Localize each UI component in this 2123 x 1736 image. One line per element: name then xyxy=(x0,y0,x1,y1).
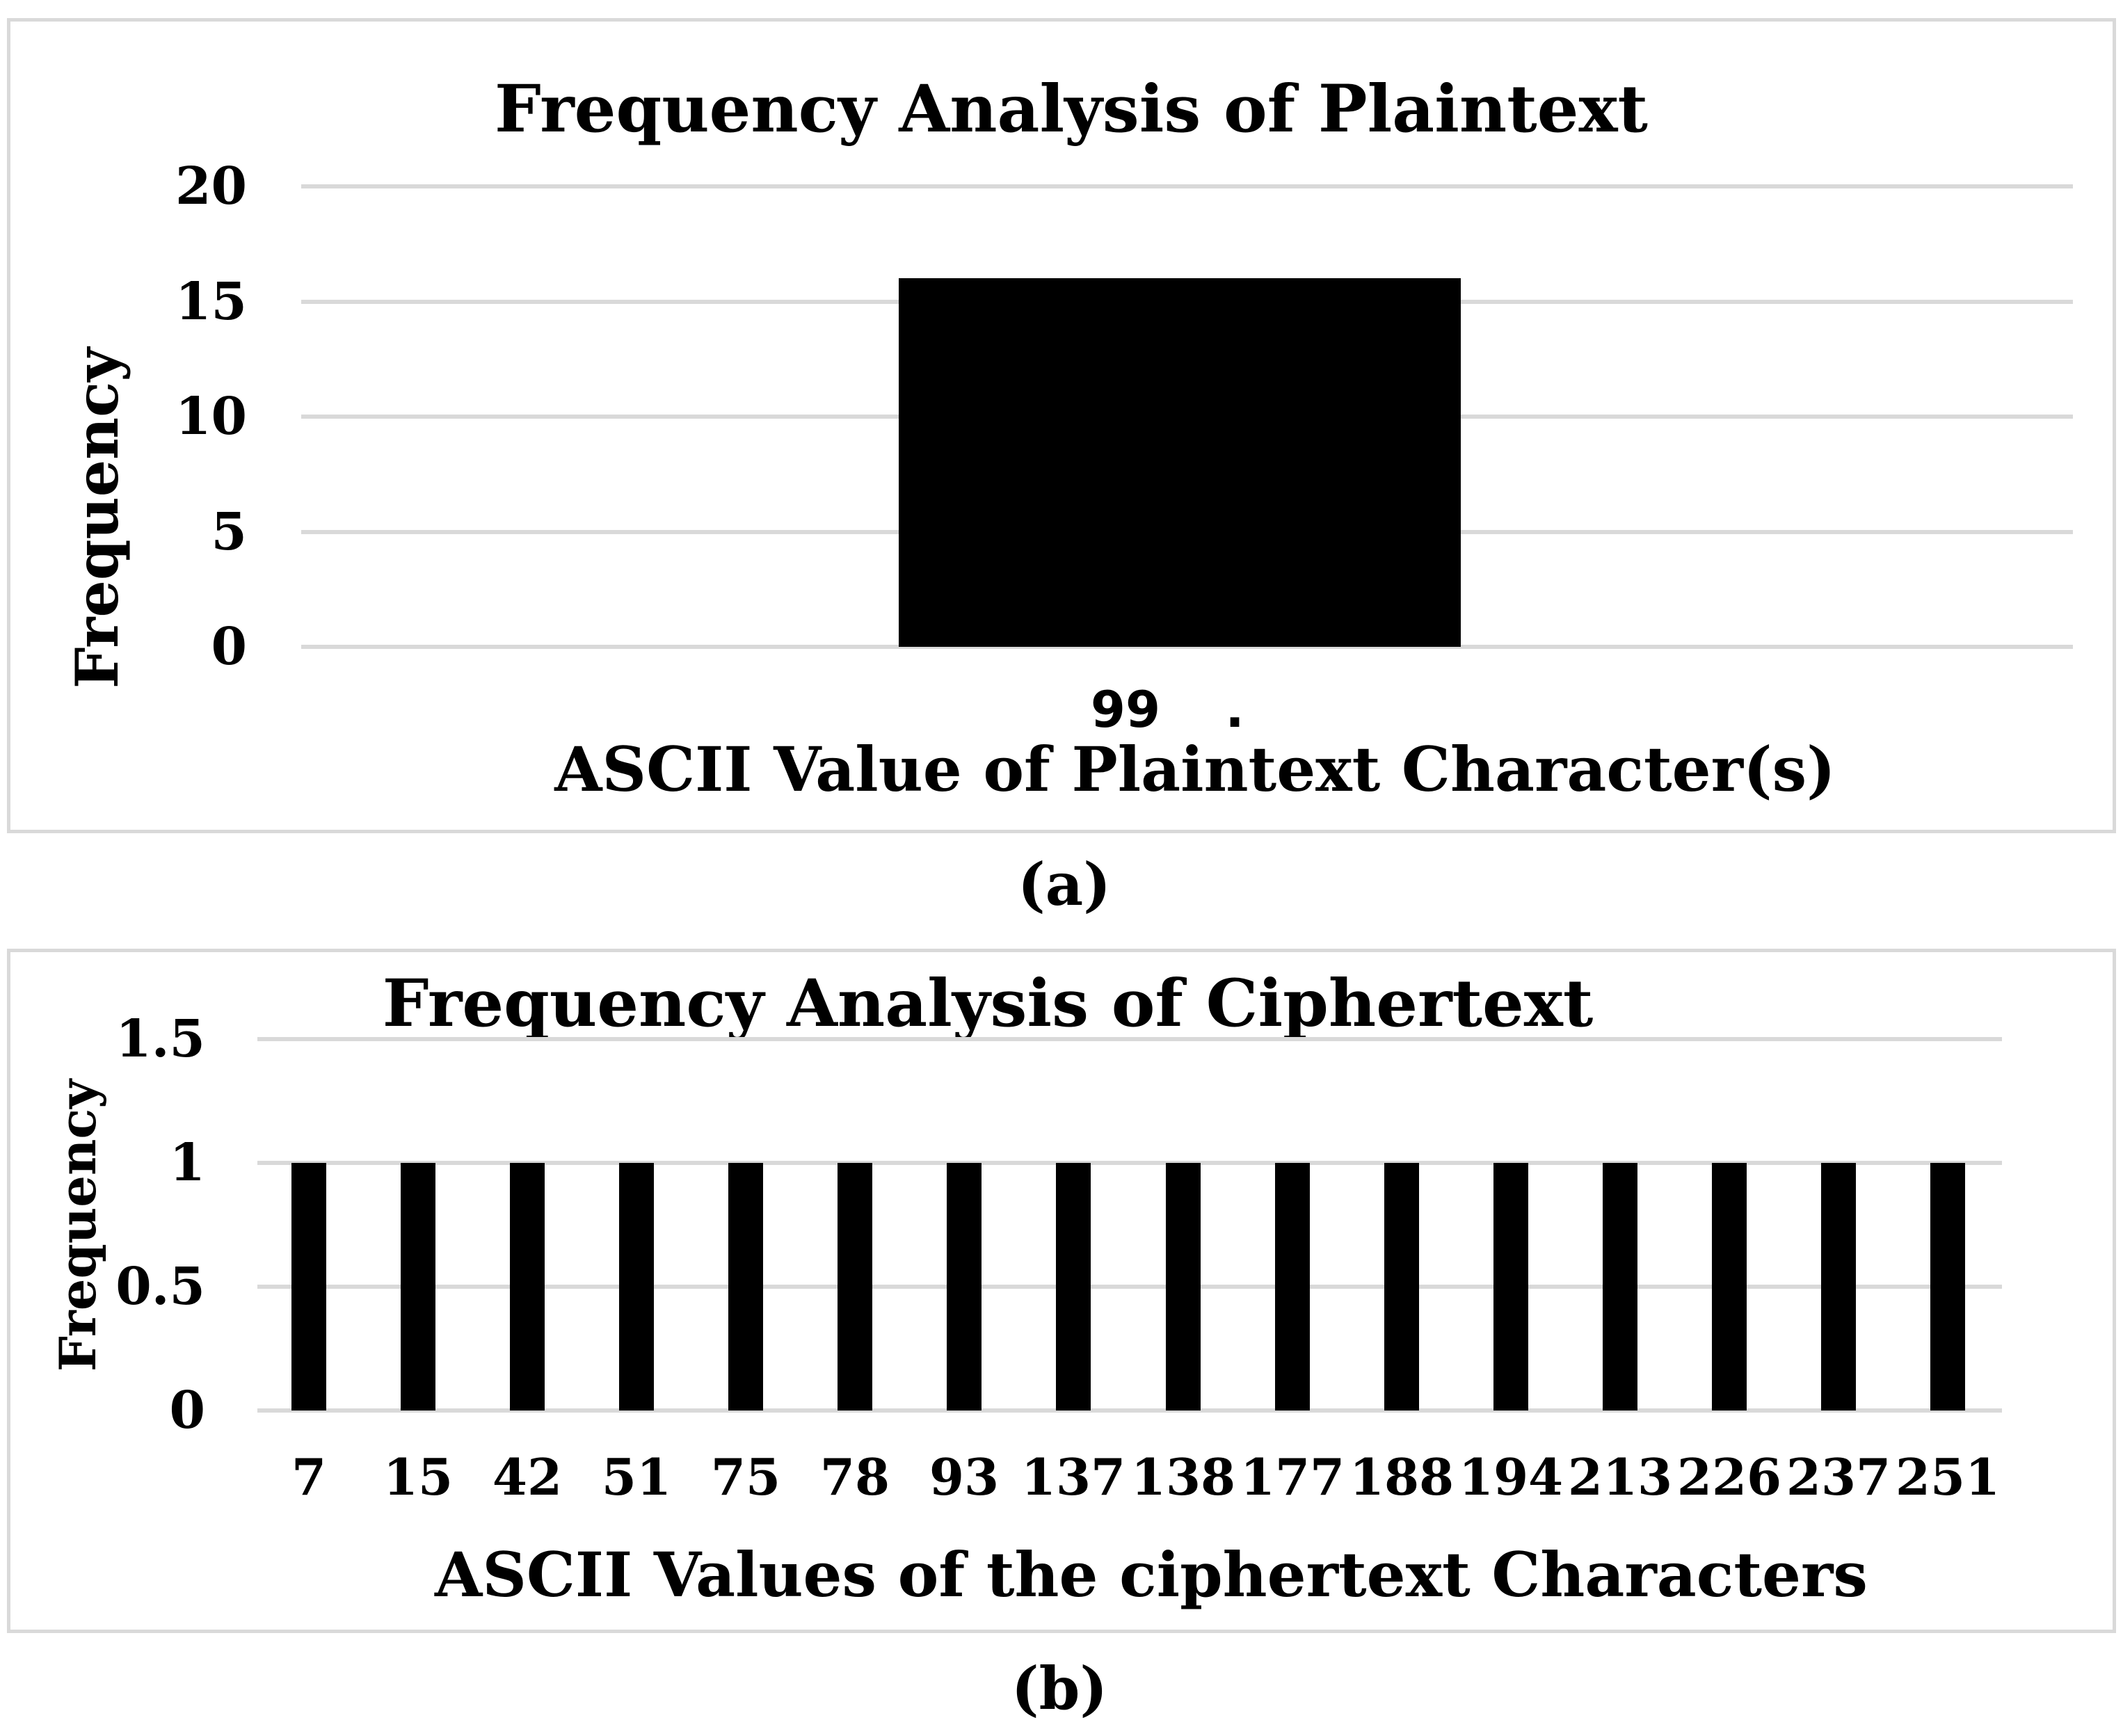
x-tick-label: 15 xyxy=(383,1447,454,1506)
bar-137 xyxy=(1056,1163,1091,1410)
x-tick-label: 226 xyxy=(1676,1447,1782,1506)
gridline xyxy=(257,1285,2002,1289)
gridline xyxy=(257,1161,2002,1165)
chart-a-title: Frequency Analysis of Plaintext xyxy=(495,71,1648,147)
y-tick-label: 0 xyxy=(211,617,248,677)
chart-b-x-axis-title: ASCII Values of the ciphertext Character… xyxy=(435,1538,1868,1611)
x-tick-label: 138 xyxy=(1130,1447,1236,1506)
x-tick-label: 75 xyxy=(710,1447,781,1506)
bar-75 xyxy=(728,1163,763,1410)
bar-194 xyxy=(1493,1163,1528,1410)
y-tick-label: 1.5 xyxy=(115,1009,205,1069)
y-tick-label: 1 xyxy=(169,1133,206,1193)
x-tick-label: 237 xyxy=(1786,1447,1891,1506)
bar-51 xyxy=(619,1163,654,1410)
bar-226 xyxy=(1712,1163,1747,1410)
x-tick-label: 137 xyxy=(1020,1447,1126,1506)
y-tick-label: 20 xyxy=(175,156,247,216)
x-tick-label: 251 xyxy=(1895,1447,2001,1506)
y-tick-label: 0.5 xyxy=(115,1257,205,1317)
chart-b-title: Frequency Analysis of Ciphertext xyxy=(382,965,1594,1042)
gridline xyxy=(257,1037,2002,1041)
gridline xyxy=(301,184,2073,188)
bar-7 xyxy=(291,1163,326,1410)
bar-188 xyxy=(1384,1163,1419,1410)
chart-a-x-axis-title: ASCII Value of Plaintext Character(s) xyxy=(554,733,1836,805)
figure-label-b: (b) xyxy=(1011,1654,1108,1723)
y-tick-label: 5 xyxy=(211,501,248,562)
x-tick-label: 213 xyxy=(1567,1447,1673,1506)
gridline xyxy=(257,1408,2002,1413)
figure-label-a: (a) xyxy=(1018,850,1111,919)
x-tick-label: 78 xyxy=(819,1447,890,1506)
x-tick-label: 194 xyxy=(1458,1447,1564,1506)
bar-138 xyxy=(1166,1163,1201,1410)
chart-b-y-axis-title: Frequency xyxy=(48,1079,107,1372)
x-tick-label: 7 xyxy=(291,1447,327,1506)
y-tick-label: 15 xyxy=(175,271,247,332)
bar-42 xyxy=(510,1163,545,1410)
bar-93 xyxy=(947,1163,982,1410)
y-tick-label: 10 xyxy=(175,387,247,447)
x-tick-label: 188 xyxy=(1349,1447,1455,1506)
gridline xyxy=(301,645,2073,649)
bar-78 xyxy=(838,1163,872,1410)
x-tick-label: 51 xyxy=(601,1447,672,1506)
bar-213 xyxy=(1603,1163,1637,1410)
bar-177 xyxy=(1275,1163,1310,1410)
bar-237 xyxy=(1821,1163,1856,1410)
x-tick-label: 177 xyxy=(1240,1447,1345,1506)
y-tick-label: 0 xyxy=(169,1381,206,1440)
chart-a-x-tick-label: 99 xyxy=(1090,680,1161,739)
x-tick-label: 93 xyxy=(929,1447,1000,1506)
bar-251 xyxy=(1930,1163,1965,1410)
bar-99 xyxy=(899,278,1461,647)
x-tick-label: 42 xyxy=(492,1447,563,1506)
chart-a-stray-dot-label: . xyxy=(1225,680,1244,739)
bar-15 xyxy=(401,1163,435,1410)
chart-a-y-axis-title: Frequency xyxy=(63,347,131,689)
